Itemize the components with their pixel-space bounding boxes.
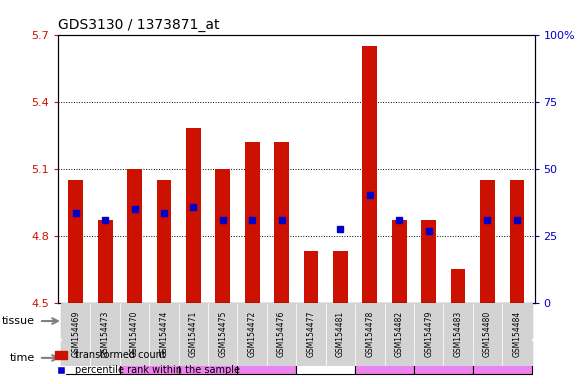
Text: 0.5 h: 0.5 h [372, 352, 397, 362]
Text: GSM154481: GSM154481 [336, 311, 345, 358]
FancyBboxPatch shape [238, 341, 296, 374]
Text: GSM154476: GSM154476 [277, 311, 286, 358]
Bar [186, 128, 200, 303]
Bar [245, 142, 260, 303]
Text: 12 h: 12 h [256, 352, 278, 362]
Text: GSM154484: GSM154484 [512, 311, 521, 358]
FancyBboxPatch shape [61, 341, 120, 374]
FancyBboxPatch shape [473, 303, 502, 366]
Bar [157, 180, 171, 303]
FancyBboxPatch shape [355, 303, 385, 366]
Text: GSM154483: GSM154483 [454, 311, 462, 358]
FancyBboxPatch shape [238, 303, 267, 366]
Bar [333, 251, 348, 303]
FancyBboxPatch shape [296, 305, 532, 338]
Legend: transformed count, percentile rank within the sample: transformed count, percentile rank withi… [51, 346, 243, 379]
Text: GSM154469: GSM154469 [71, 311, 80, 358]
FancyBboxPatch shape [208, 303, 238, 366]
FancyBboxPatch shape [61, 305, 296, 338]
FancyBboxPatch shape [267, 303, 296, 366]
FancyBboxPatch shape [473, 341, 532, 374]
FancyBboxPatch shape [149, 303, 179, 366]
FancyBboxPatch shape [91, 303, 120, 366]
Text: 3 h: 3 h [200, 352, 216, 362]
Text: GSM154477: GSM154477 [307, 311, 315, 358]
Text: 3 h: 3 h [436, 352, 451, 362]
Text: control: control [309, 352, 343, 362]
FancyBboxPatch shape [296, 303, 326, 366]
Text: GSM154482: GSM154482 [394, 311, 404, 358]
Bar [69, 180, 83, 303]
FancyBboxPatch shape [61, 303, 91, 366]
Text: control: control [74, 352, 107, 362]
FancyBboxPatch shape [120, 303, 149, 366]
Text: GSM154470: GSM154470 [130, 311, 139, 358]
FancyBboxPatch shape [443, 303, 473, 366]
Bar [451, 269, 465, 303]
Text: GSM154474: GSM154474 [159, 311, 168, 358]
Bar [127, 169, 142, 303]
Text: CA1: CA1 [166, 314, 191, 327]
Bar [392, 220, 407, 303]
Text: 0.5 h: 0.5 h [137, 352, 162, 362]
Text: GSM154478: GSM154478 [365, 311, 374, 358]
Text: GSM154472: GSM154472 [248, 311, 257, 358]
FancyBboxPatch shape [179, 303, 208, 366]
Bar [304, 251, 318, 303]
FancyBboxPatch shape [120, 341, 179, 374]
Text: GSM154479: GSM154479 [424, 311, 433, 358]
Bar [421, 220, 436, 303]
Bar [363, 46, 377, 303]
FancyBboxPatch shape [414, 341, 473, 374]
Bar [98, 220, 113, 303]
FancyBboxPatch shape [326, 303, 355, 366]
Text: CA3: CA3 [401, 314, 426, 327]
FancyBboxPatch shape [355, 341, 414, 374]
Text: GSM154475: GSM154475 [218, 311, 227, 358]
FancyBboxPatch shape [414, 303, 443, 366]
Text: tissue: tissue [2, 316, 35, 326]
Text: 12 h: 12 h [492, 352, 513, 362]
Bar [480, 180, 495, 303]
Text: GSM154471: GSM154471 [189, 311, 198, 358]
Bar [216, 169, 230, 303]
FancyBboxPatch shape [385, 303, 414, 366]
Bar [510, 180, 524, 303]
FancyBboxPatch shape [296, 341, 355, 374]
Text: GSM154473: GSM154473 [101, 311, 110, 358]
Text: GSM154480: GSM154480 [483, 311, 492, 358]
Text: GDS3130 / 1373871_at: GDS3130 / 1373871_at [58, 18, 220, 32]
FancyBboxPatch shape [179, 341, 238, 374]
Bar [274, 142, 289, 303]
FancyBboxPatch shape [502, 303, 532, 366]
Text: time: time [10, 353, 35, 363]
